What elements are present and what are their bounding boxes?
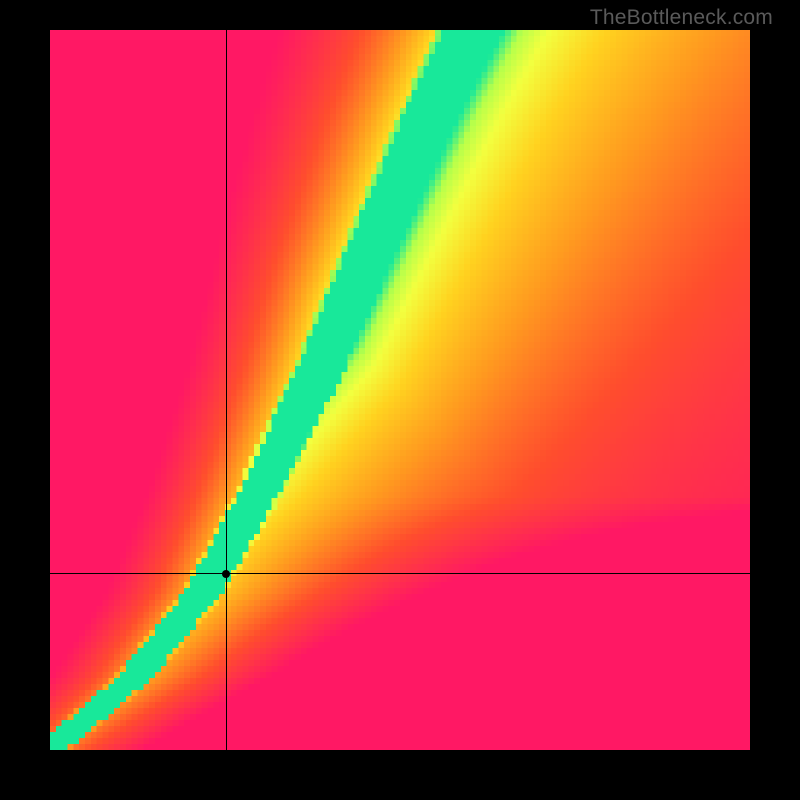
chart-frame: TheBottleneck.com — [0, 0, 800, 800]
crosshair-horizontal — [50, 573, 750, 574]
watermark-text: TheBottleneck.com — [590, 6, 773, 30]
heatmap-plot — [50, 30, 750, 750]
crosshair-vertical — [226, 30, 227, 750]
crosshair-marker — [222, 570, 230, 578]
